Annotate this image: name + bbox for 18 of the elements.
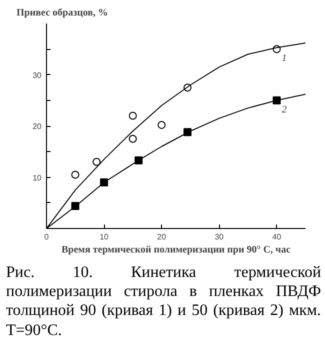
y-axis-title: Привес образцов, % (16, 8, 108, 18)
x-axis-title: Время термической полимеризации при 90° С, час (61, 244, 292, 256)
point (128, 134, 137, 143)
x-tick-label: 40 (272, 232, 282, 242)
text: Рис. 10. Кинетика термической полимеризации стирола в пленках ПВДФ толщиной 90 (кривая 1) и 50 (кривая 2) мкм. Т=90°С. (6, 263, 321, 340)
point (128, 112, 137, 120)
x-tick-label: 10 (100, 232, 110, 242)
x-tick-label: 20 (157, 232, 167, 242)
y-tick-label: 10 (32, 173, 42, 182)
point (158, 120, 166, 129)
x-tick-label: 30 (214, 232, 224, 242)
x-tick-label: 0 (44, 232, 50, 242)
point (92, 158, 101, 166)
series-label: 2 (282, 104, 287, 116)
point (71, 170, 80, 179)
series-label: 1 (282, 53, 287, 64)
y-tick-label: 30 (32, 70, 42, 80)
y-tick-label: 20 (32, 122, 42, 131)
